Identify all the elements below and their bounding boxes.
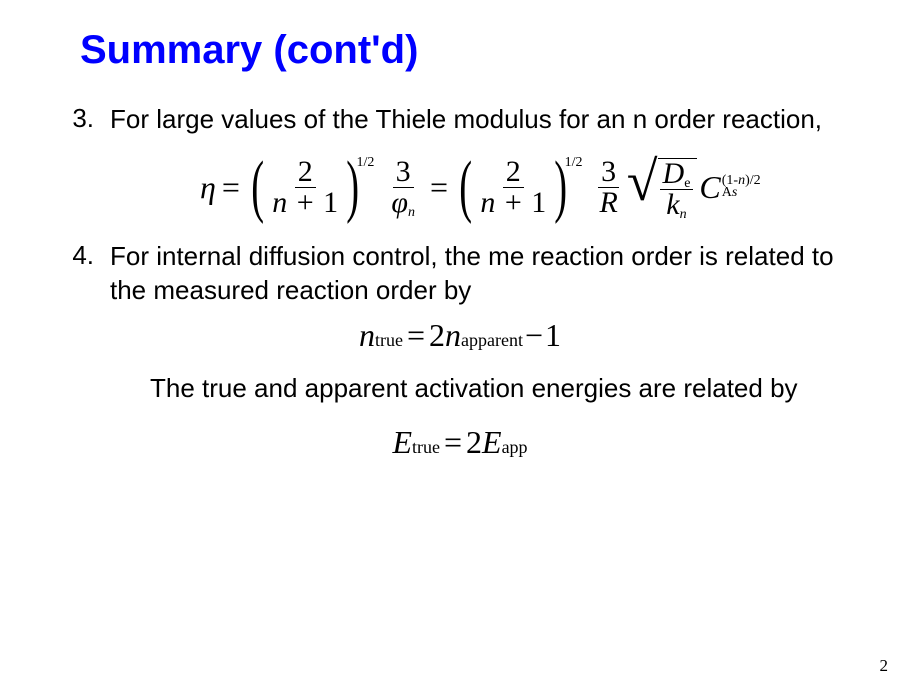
slide-title: Summary (cont'd)	[80, 28, 870, 73]
eq1-frac-3-R: 3 R	[596, 157, 620, 218]
bullet-4-text-2: The true and apparent activation energie…	[150, 372, 870, 406]
bullet-4: 4. For internal diffusion control, the m…	[50, 240, 870, 308]
eq1-paren-1: ( 2 n + 1 )	[246, 157, 365, 218]
eq1-sqrt: √ De kn	[627, 153, 698, 222]
lparen-icon: (	[459, 166, 472, 208]
bullet-3-number: 3.	[50, 103, 110, 134]
eq1-equals-2: =	[424, 169, 454, 206]
bullet-3: 3. For large values of the Thiele modulu…	[50, 103, 870, 137]
rparen-icon: )	[554, 166, 567, 208]
equation-3: E true = 2 E app	[50, 424, 870, 461]
bullet-3-text: For large values of the Thiele modulus f…	[110, 103, 870, 137]
eq1-exp-half-1: 1/2	[356, 155, 374, 171]
eq1-equals-1: =	[216, 169, 246, 206]
eq1-paren-2: ( 2 n + 1 )	[454, 157, 573, 218]
equation-1: η = ( 2 n + 1 ) 1/2 3	[200, 153, 870, 222]
rparen-icon: )	[346, 166, 359, 208]
equation-2: n true = 2 n apparent − 1	[50, 317, 870, 354]
lparen-icon: (	[251, 166, 264, 208]
eq1-exp-half-2: 1/2	[565, 155, 583, 171]
eq1-eta: η	[200, 169, 216, 206]
bullet-4-text: For internal diffusion control, the me r…	[110, 240, 870, 308]
radical-icon: √	[627, 157, 658, 207]
eq1-frac-3-phin: 3 φn	[388, 157, 418, 218]
eq1-C-term: C (1-n)/2 As	[699, 169, 760, 206]
bullet-4-number: 4.	[50, 240, 110, 271]
eq1-np1-1: n + 1	[269, 188, 341, 218]
eq1-two-1: 2	[295, 157, 316, 188]
slide: Summary (cont'd) 3. For large values of …	[0, 0, 920, 690]
page-number: 2	[880, 656, 889, 676]
